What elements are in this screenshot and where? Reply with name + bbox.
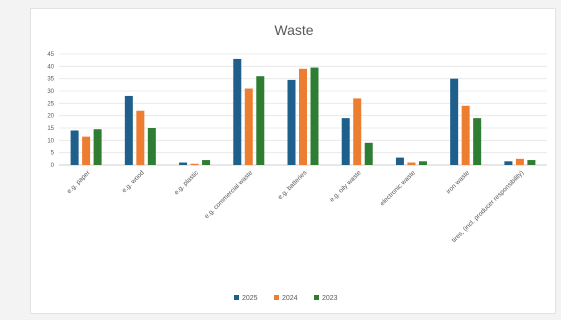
bar-2025 <box>504 161 513 165</box>
legend: 2025 2024 2023 <box>234 295 338 302</box>
bar-2024 <box>353 98 362 165</box>
bar-2024 <box>82 136 91 165</box>
x-axis-categories: e.g. paper e.g. wood e.g. plastic e.g. comm… <box>66 169 525 244</box>
x-category-label: e.g. oily waste <box>329 169 363 203</box>
x-category-label: e.g. wood <box>121 169 146 194</box>
y-tick-label: 25 <box>47 101 54 107</box>
chart-card: Waste 0 5 10 15 20 25 30 35 40 45 e.g. paper e.g. … <box>30 8 556 314</box>
x-category-label: e.g. batteries <box>277 169 309 201</box>
bar-2023 <box>202 160 211 165</box>
bar-2025 <box>395 157 404 165</box>
bar-2024 <box>515 158 524 165</box>
y-tick-label: 30 <box>47 89 54 95</box>
legend-label: 2023 <box>322 295 338 302</box>
bar-2025 <box>341 118 350 165</box>
bar-2025 <box>124 95 133 165</box>
legend-swatch-2024 <box>274 295 279 300</box>
bar-2023 <box>256 76 265 165</box>
bar-2024 <box>190 163 199 165</box>
y-tick-label: 5 <box>51 151 55 157</box>
bar-2023 <box>310 67 319 165</box>
bar-2023 <box>147 128 156 165</box>
bar-2023 <box>527 160 536 165</box>
bars <box>70 58 536 165</box>
bar-2024 <box>461 105 470 165</box>
y-tick-label: 40 <box>47 64 54 70</box>
x-category-label: e.g. paper <box>66 169 92 195</box>
bar-2024 <box>244 88 253 165</box>
bar-2025 <box>450 78 459 165</box>
x-category-label: e.g. plastic <box>173 169 200 196</box>
y-tick-label: 10 <box>47 138 54 144</box>
bar-2024 <box>299 68 307 165</box>
legend-label: 2025 <box>242 295 258 302</box>
bar-2023 <box>418 161 427 165</box>
y-tick-label: 35 <box>47 77 54 83</box>
bar-2023 <box>364 142 373 165</box>
bar-2023 <box>93 129 102 165</box>
bar-2025 <box>287 79 296 165</box>
bar-2025 <box>70 130 79 165</box>
bar-2025 <box>179 162 188 165</box>
bar-2025 <box>233 58 242 165</box>
bar-2024 <box>407 162 416 165</box>
legend-swatch-2023 <box>314 295 319 300</box>
legend-swatch-2025 <box>234 295 239 300</box>
bar-2023 <box>473 118 482 165</box>
y-tick-label: 20 <box>47 114 54 120</box>
bar-2024 <box>136 110 145 165</box>
x-category-label: electronic waste <box>379 169 417 207</box>
chart-title: Waste <box>274 22 313 38</box>
y-axis-ticks: 0 5 10 15 20 25 30 35 40 45 <box>47 52 54 169</box>
y-tick-label: 45 <box>47 52 54 58</box>
legend-label: 2024 <box>282 295 298 302</box>
y-tick-label: 15 <box>47 126 54 132</box>
x-category-label: iron waste <box>445 169 471 195</box>
x-category-label: e.g. commercial waste <box>204 169 255 220</box>
y-tick-label: 0 <box>51 163 55 169</box>
